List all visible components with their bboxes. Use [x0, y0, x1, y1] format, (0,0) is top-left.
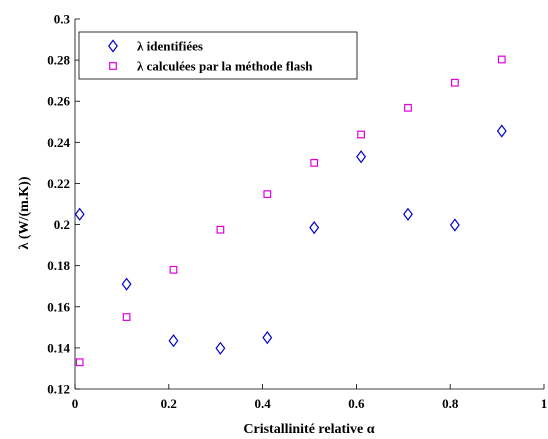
data-point: [121, 277, 132, 291]
data-point: [263, 190, 272, 199]
x-tick-label: 0.6: [348, 396, 365, 411]
y-tick-label: 0.26: [47, 94, 70, 109]
data-point: [449, 218, 460, 232]
x-tick-label: 1: [541, 396, 548, 411]
data-marks: [74, 55, 507, 367]
legend-marker: [108, 39, 118, 53]
legend: λ identifiées λ calculées par la méthode …: [78, 31, 358, 80]
data-point: [74, 207, 85, 221]
axes: [74, 19, 544, 390]
data-point: [450, 78, 459, 87]
data-point: [404, 103, 412, 112]
legend-label: λ calculées par la méthode flash: [137, 59, 313, 74]
series-2: [75, 55, 506, 367]
legend-marker: [109, 62, 117, 70]
legend-box: [78, 31, 358, 80]
data-point: [497, 55, 506, 64]
data-point: [309, 221, 320, 235]
y-tick-label: 0.3: [54, 12, 71, 27]
data-point: [215, 341, 226, 355]
data-point: [168, 334, 179, 348]
data-point: [75, 358, 84, 367]
x-tick-label: 0.8: [442, 396, 459, 411]
legend-label: λ identifiées: [137, 39, 203, 54]
x-axis-title: Cristallinité relative α: [243, 422, 374, 437]
series-1: [74, 124, 507, 355]
data-point: [496, 124, 507, 138]
y-tick-label: 0.18: [47, 258, 70, 273]
data-point: [403, 207, 413, 221]
data-point: [216, 225, 225, 234]
data-point: [310, 158, 319, 167]
data-point: [169, 265, 178, 274]
y-tick-label: 0.16: [47, 299, 70, 314]
y-tick-label: 0.24: [47, 135, 70, 150]
axis-ticks: 0 0.2 0.4 0.6 0.8 1 0.12 0.14 0.16 0.18 0.2 0.22 0.2…: [47, 12, 547, 412]
data-point: [262, 331, 273, 345]
data-point: [122, 313, 131, 321]
data-point: [357, 130, 365, 139]
x-tick-label: 0.4: [254, 396, 271, 411]
y-tick-label: 0.14: [47, 340, 70, 355]
x-tick-label: 0.2: [161, 396, 177, 411]
data-point: [356, 150, 367, 164]
y-tick-label: 0.12: [47, 382, 70, 397]
x-tick-label: 0: [72, 396, 79, 411]
y-tick-label: 0.2: [54, 217, 70, 232]
y-tick-label: 0.28: [47, 53, 70, 68]
y-tick-label: 0.22: [47, 176, 70, 191]
y-axis-title: λ (W/(m.K)): [17, 176, 32, 249]
